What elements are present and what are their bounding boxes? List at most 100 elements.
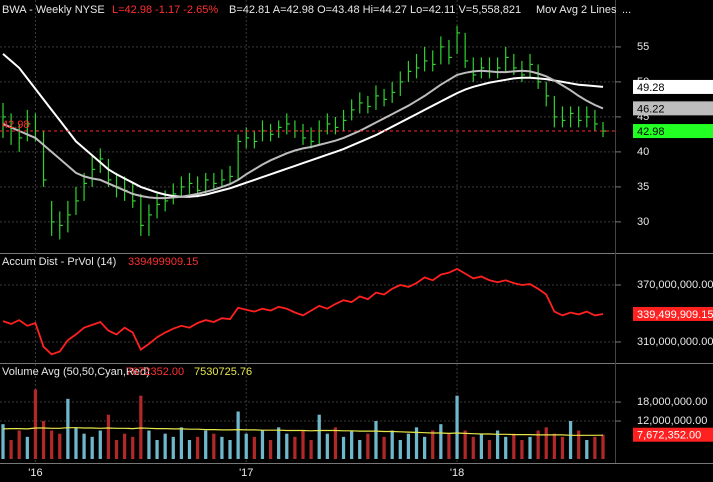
volume-bar [17,430,21,459]
volume-bar [236,411,240,459]
y-tick-label: 18,000,000.00 [637,396,707,408]
y-tick-label: 40 [637,146,649,158]
volume-bar [228,440,232,459]
volume-bar [325,433,329,459]
y-tick-label: 35 [637,181,649,193]
volume-bar [447,433,451,459]
volume-bar [66,398,70,459]
volume-bar [350,430,354,459]
volume-bar [204,430,208,459]
volume-bar [601,434,605,459]
y-tick-label: 30 [637,216,649,228]
indicator-label: Mov Avg 2 Lines [536,4,617,16]
legend-value: 339499909.15 [128,256,198,268]
volume-bar [309,440,313,459]
volume-bar [41,421,46,459]
volume-bar [268,440,273,459]
volume-bar [301,430,305,459]
volume-bar [585,440,589,459]
moving-average [2,53,604,198]
volume-bar [171,436,175,459]
volume-bar [560,436,565,459]
volume-bar [341,436,346,459]
volume-bar [544,427,548,459]
volume-bar [358,440,362,459]
volume-bar [187,440,192,459]
last-value-box [633,427,713,442]
y-tick-label: 310,000,000.00 [637,336,713,348]
last-value-label: 49.28 [637,82,665,94]
volume-bar [244,433,248,459]
volume-bar [82,433,86,459]
volume-bar [577,430,581,459]
volume-bar [504,436,508,459]
y-tick-label: 55 [637,41,649,53]
volume-bar [90,436,94,459]
volume-bar [9,440,13,459]
volume-bar [382,436,386,459]
last-value-label: 46.22 [637,103,665,115]
volume-bar [423,436,427,459]
last-quote: L=42.98 -1.17 -2.65% [112,4,218,16]
volume-bar [366,433,370,459]
accum-dist-line [2,267,604,356]
volume-bar [431,430,435,459]
last-value-box [633,79,713,94]
moving-average [2,69,604,200]
volume-bar [212,433,216,459]
volume-bar [479,433,483,459]
volume-bar [414,427,419,459]
volume-bar [106,414,111,459]
volume-bar [285,433,289,459]
x-tick-label: '16 [28,467,42,479]
volume-bar [25,436,29,459]
chart-title: BWA - Weekly NYSE [2,4,105,16]
panel-title: Accum Dist - PrVol (14) [2,256,116,268]
last-value-box [633,306,713,321]
volume-bar [260,430,265,459]
volume-bar [536,430,540,459]
volume-bar [463,430,467,459]
volume-bar [455,395,459,459]
last-value-box [633,101,713,116]
volume-bar [495,430,500,459]
volume-bar [277,427,281,459]
volume-bar [293,436,297,459]
volume-bar [528,436,532,459]
y-tick-label: 370,000,000.00 [637,279,713,291]
volume-bar [317,414,321,459]
volume-bar [58,433,62,459]
volume-bar [593,436,597,459]
volume-bar [220,436,224,459]
x-tick-label: '17 [239,467,253,479]
volume-bar [147,430,151,459]
volume-bar [163,433,167,459]
legend-value: 7672352.00 [126,366,184,378]
volume-average [2,427,604,436]
volume-bar [439,424,443,459]
volume-bar [333,427,338,459]
volume-bar [98,430,102,459]
volume-bar [487,440,492,459]
volume-bar [123,433,127,459]
volume-bar [406,433,411,459]
volume-bar [568,421,573,459]
last-value-box [633,124,713,139]
volume-bar [374,421,378,459]
quote-info: B=42.81 A=42.98 O=43.48 Hi=44.27 Lo=42.1… [229,4,521,16]
volume-bar [471,436,475,459]
volume-bar [398,440,402,459]
volume-bar [131,436,135,459]
last-value-label: 42.98 [637,126,665,138]
last-price-left: 42.98 [2,119,30,131]
legend-value: 7530725.76 [194,366,252,378]
volume-bar [33,389,38,459]
volume-bar [155,440,159,459]
last-value-label: 7,672,352.00 [637,430,701,442]
volume-bar [114,440,119,459]
menu[interactable]: ... [622,4,631,16]
volume-bar [195,436,200,459]
